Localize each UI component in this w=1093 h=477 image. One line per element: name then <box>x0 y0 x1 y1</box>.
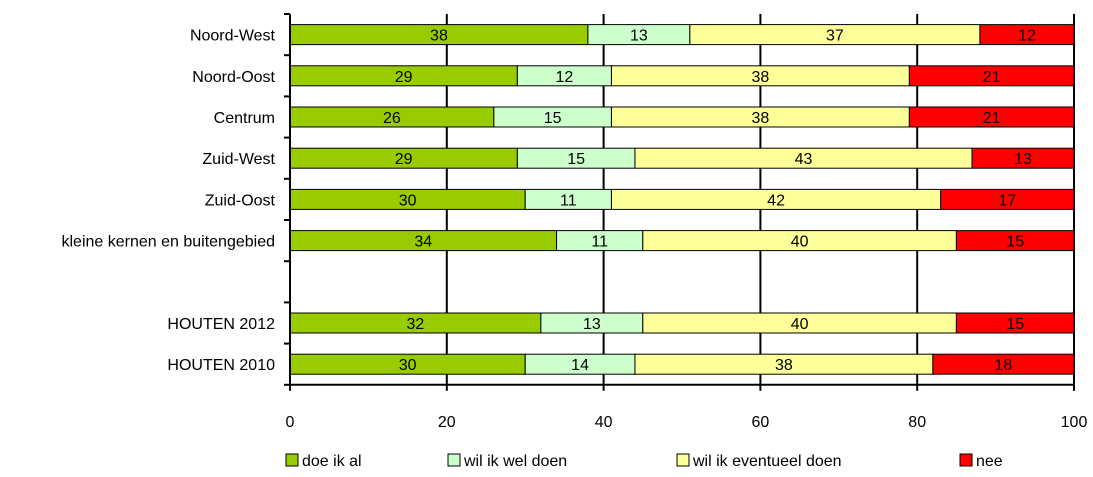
data-label: 15 <box>567 151 585 168</box>
x-tick-label: 40 <box>595 414 613 431</box>
data-label: 13 <box>630 28 648 45</box>
data-label: 15 <box>1006 316 1024 333</box>
legend-label: nee <box>976 453 1003 470</box>
x-tick-label: 100 <box>1061 414 1088 431</box>
legend-label: wil ik wel doen <box>463 453 567 470</box>
category-label: Zuid-West <box>202 151 275 168</box>
data-label: 26 <box>383 110 401 127</box>
category-labels: Noord-West Noord-Oost Centrum Zuid-West Zuid… <box>62 28 276 375</box>
bar-segment <box>979 24 1075 46</box>
bar-segment <box>940 188 1075 210</box>
data-label: 21 <box>983 110 1001 127</box>
data-label: 34 <box>414 234 432 251</box>
data-label: 38 <box>752 69 770 86</box>
x-tick-label: 0 <box>286 414 295 431</box>
bar-segment <box>971 147 1075 169</box>
data-label: 11 <box>560 192 577 209</box>
bars: 38 13 37 12 29 12 38 21 26 15 38 21 29 15 43 13 30 11 42 17… <box>289 24 1075 375</box>
bar-segment <box>908 106 1075 128</box>
bar-segment <box>932 353 1075 375</box>
data-label: 12 <box>556 69 574 86</box>
category-label: HOUTEN 2012 <box>167 316 275 333</box>
bar-segment <box>955 230 1075 252</box>
data-label: 38 <box>775 357 793 374</box>
data-label: 32 <box>407 316 425 333</box>
data-label: 38 <box>752 110 770 127</box>
data-label: 40 <box>791 234 809 251</box>
data-label: 15 <box>544 110 562 127</box>
data-label: 30 <box>399 357 417 374</box>
data-label: 40 <box>791 316 809 333</box>
data-label: 11 <box>591 234 608 251</box>
x-tick-label: 20 <box>438 414 456 431</box>
bar-segment <box>955 312 1075 334</box>
axes <box>284 13 1075 391</box>
legend-swatch <box>447 453 461 467</box>
data-label: 18 <box>995 357 1013 374</box>
data-label: 29 <box>395 151 413 168</box>
legend: doe ik al wil ik wel doen wil ik eventueel… <box>285 453 1003 470</box>
data-label: 37 <box>826 28 844 45</box>
tick-labels: 0 20 40 60 80 100 <box>286 414 1088 431</box>
category-label: HOUTEN 2010 <box>167 357 275 374</box>
legend-swatch <box>285 453 299 467</box>
category-label: Noord-Oost <box>192 69 275 86</box>
x-tick-label: 60 <box>752 414 770 431</box>
category-label: Zuid-Oost <box>205 192 276 209</box>
legend-swatch <box>676 453 690 467</box>
data-label: 30 <box>399 192 417 209</box>
data-label: 15 <box>1006 234 1024 251</box>
data-label: 38 <box>430 28 448 45</box>
data-label: 21 <box>983 69 1001 86</box>
category-label: Centrum <box>214 110 275 127</box>
bar-segment <box>908 65 1075 87</box>
data-label: 14 <box>571 357 589 374</box>
data-label: 42 <box>767 192 785 209</box>
legend-label: doe ik al <box>302 453 362 470</box>
legend-swatch <box>959 453 973 467</box>
data-label: 43 <box>795 151 813 168</box>
data-label: 17 <box>998 192 1016 209</box>
data-label: 13 <box>583 316 601 333</box>
data-label: 13 <box>1014 151 1032 168</box>
x-tick-label: 80 <box>908 414 926 431</box>
category-label: Noord-West <box>190 28 276 45</box>
legend-label: wil ik eventueel doen <box>692 453 842 470</box>
data-label: 12 <box>1018 28 1036 45</box>
data-label: 29 <box>395 69 413 86</box>
category-label: kleine kernen en buitengebied <box>62 234 276 251</box>
